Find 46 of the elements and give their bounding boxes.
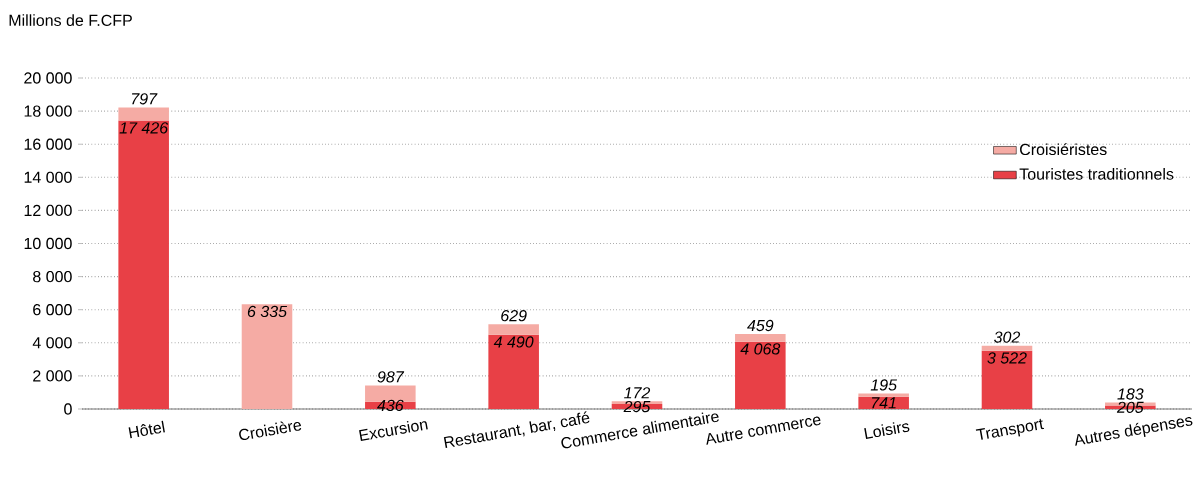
data-label: 172 (624, 387, 651, 399)
data-label: 302 (994, 331, 1021, 343)
data-label: 17 426 (119, 122, 169, 134)
x-tick-label: Excursion (359, 420, 428, 442)
data-label: 459 (747, 319, 774, 332)
x-tick-label: Hôtel (128, 420, 165, 439)
x-tick-label: Autres dépenses (1075, 417, 1193, 446)
bar (241, 304, 293, 409)
data-label: 797 (131, 93, 158, 105)
data-label: 6 335 (247, 305, 288, 318)
x-tick-label: Croisière (239, 421, 302, 441)
y-tick-label: 10 000 (24, 237, 72, 250)
bar (981, 345, 1033, 351)
data-label: 741 (871, 397, 896, 409)
y-tick-label: 6 000 (33, 304, 72, 316)
data-label: 3 522 (987, 352, 1027, 364)
y-tick-label: 18 000 (24, 105, 72, 117)
y-tick-label: 12 000 (24, 204, 72, 217)
data-label: 629 (501, 310, 527, 322)
y-tick-label: 4 000 (32, 337, 72, 349)
data-label: 295 (623, 400, 651, 413)
bar (858, 393, 909, 397)
x-tick-label: Loisirs (864, 422, 910, 439)
bar (735, 341, 786, 409)
y-tick-label: 2 000 (33, 370, 72, 382)
data-label: 987 (377, 371, 405, 383)
data-label: 4 068 (740, 343, 781, 355)
y-axis-title: Millions de F.CFP (9, 14, 132, 27)
bar (735, 334, 786, 342)
data-label: 436 (377, 399, 404, 412)
bar (981, 350, 1033, 409)
y-tick-label: 8 000 (33, 270, 72, 283)
data-label: 4 490 (493, 336, 534, 348)
y-tick-label: 14 000 (24, 171, 72, 183)
bar (118, 107, 169, 121)
bar (118, 120, 169, 409)
y-tick-label: 20 000 (24, 72, 72, 84)
data-label: 195 (870, 379, 898, 391)
legend-label: Croisiéristes (1020, 143, 1107, 156)
legend-label: Touristes traditionnels (1019, 168, 1174, 180)
data-label: 183 (1117, 388, 1144, 400)
bar (488, 324, 539, 335)
x-tick-label: Transport (975, 418, 1045, 440)
bar (488, 334, 539, 409)
y-tick-label: 0 (64, 403, 72, 415)
y-tick-label: 16 000 (24, 138, 72, 150)
